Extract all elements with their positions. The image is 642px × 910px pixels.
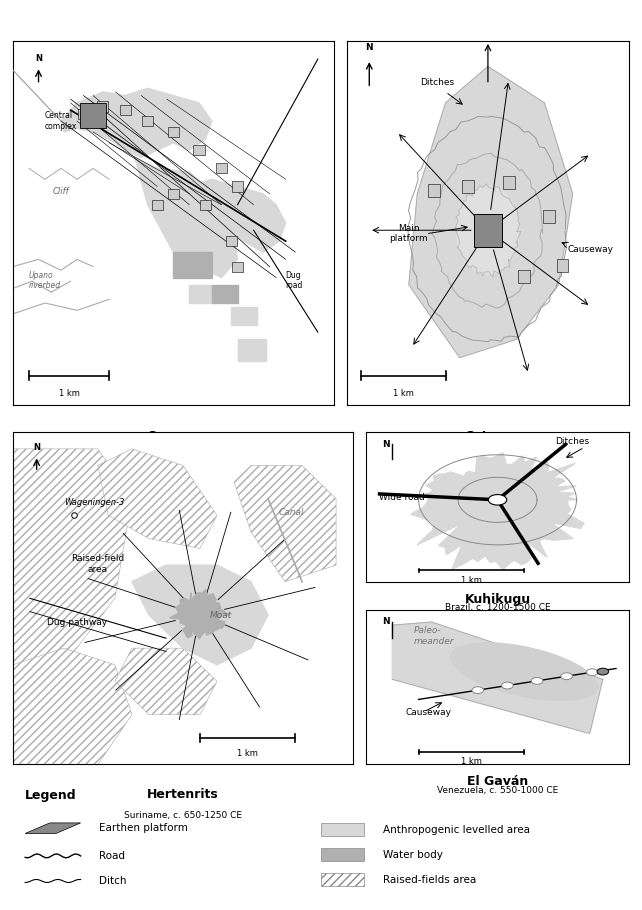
Text: 1 km: 1 km	[237, 750, 258, 758]
Text: El Gaván: El Gaván	[467, 775, 528, 788]
Text: Cliff: Cliff	[53, 187, 69, 196]
FancyBboxPatch shape	[321, 848, 364, 861]
Polygon shape	[135, 157, 238, 278]
Polygon shape	[132, 565, 268, 664]
Text: Ecuador, c. BCE 500-300/600 CE: Ecuador, c. BCE 500-300/600 CE	[100, 456, 247, 465]
Text: Wide road: Wide road	[379, 493, 425, 501]
Text: Moat: Moat	[210, 612, 232, 621]
FancyBboxPatch shape	[216, 163, 227, 174]
Polygon shape	[170, 590, 230, 639]
Text: Hertenrits: Hertenrits	[147, 788, 219, 801]
FancyBboxPatch shape	[193, 145, 205, 156]
Text: N: N	[382, 617, 389, 626]
Polygon shape	[189, 285, 212, 303]
Text: Road: Road	[99, 851, 125, 861]
Text: Ditches: Ditches	[555, 438, 589, 446]
Polygon shape	[392, 622, 603, 733]
Circle shape	[501, 682, 513, 689]
Text: Water body: Water body	[383, 850, 442, 860]
FancyBboxPatch shape	[168, 126, 179, 137]
Text: Dug pathway: Dug pathway	[47, 618, 107, 627]
Text: Legend: Legend	[25, 789, 77, 802]
Text: 1 km: 1 km	[461, 576, 482, 584]
Text: 1 km: 1 km	[461, 757, 482, 766]
Circle shape	[561, 672, 573, 680]
Polygon shape	[115, 648, 217, 714]
FancyBboxPatch shape	[232, 181, 243, 192]
FancyBboxPatch shape	[503, 177, 515, 189]
FancyBboxPatch shape	[428, 184, 440, 197]
Polygon shape	[61, 88, 212, 157]
Polygon shape	[411, 453, 584, 570]
FancyBboxPatch shape	[557, 258, 568, 272]
FancyBboxPatch shape	[78, 108, 89, 119]
Polygon shape	[409, 66, 573, 358]
Circle shape	[489, 494, 507, 505]
Text: Suriname, c. 650-1250 CE: Suriname, c. 650-1250 CE	[124, 811, 242, 820]
Polygon shape	[98, 449, 217, 549]
Text: Anthropogenic levelled area: Anthropogenic levelled area	[383, 824, 530, 834]
Text: Upano
riverbed: Upano riverbed	[29, 271, 61, 290]
Text: Dug
road: Dug road	[286, 271, 303, 290]
Text: Canal: Canal	[278, 509, 304, 517]
Text: N: N	[365, 43, 373, 52]
Text: Ditches: Ditches	[420, 77, 454, 86]
Polygon shape	[457, 187, 519, 274]
FancyBboxPatch shape	[544, 210, 555, 223]
Polygon shape	[25, 823, 81, 834]
Polygon shape	[212, 285, 238, 303]
Polygon shape	[238, 339, 266, 361]
Polygon shape	[13, 648, 132, 764]
Text: Central
complex: Central complex	[45, 111, 77, 131]
Polygon shape	[167, 179, 286, 252]
FancyBboxPatch shape	[474, 214, 502, 247]
Polygon shape	[13, 449, 132, 664]
Text: Brazil, c. 1200-1500 CE: Brazil, c. 1200-1500 CE	[445, 603, 550, 612]
FancyBboxPatch shape	[321, 823, 364, 836]
FancyBboxPatch shape	[97, 101, 108, 112]
Text: Earthen platform: Earthen platform	[99, 824, 188, 834]
FancyBboxPatch shape	[200, 199, 211, 210]
Text: Cotoca: Cotoca	[464, 430, 512, 443]
Text: N: N	[33, 443, 40, 452]
Polygon shape	[173, 252, 212, 278]
FancyBboxPatch shape	[80, 103, 106, 128]
FancyBboxPatch shape	[152, 199, 163, 210]
FancyBboxPatch shape	[225, 236, 237, 247]
Text: 1 km: 1 km	[58, 389, 80, 398]
Text: Venezuela, c. 550-1000 CE: Venezuela, c. 550-1000 CE	[437, 786, 558, 795]
Circle shape	[472, 687, 483, 693]
Text: Raised-field
area: Raised-field area	[71, 554, 125, 573]
Circle shape	[531, 677, 543, 684]
Text: Raised-fields area: Raised-fields area	[383, 875, 476, 885]
Polygon shape	[234, 466, 336, 581]
Text: Causeway: Causeway	[567, 245, 613, 254]
FancyBboxPatch shape	[518, 270, 530, 283]
Text: N: N	[382, 440, 389, 449]
Text: Bolivia, c. 500-1400 CE: Bolivia, c. 500-1400 CE	[435, 456, 541, 465]
Text: Wageningen-3: Wageningen-3	[64, 499, 125, 507]
Text: 1 km: 1 km	[393, 389, 413, 398]
FancyBboxPatch shape	[321, 873, 364, 886]
FancyBboxPatch shape	[119, 105, 131, 116]
FancyBboxPatch shape	[168, 188, 179, 199]
Circle shape	[587, 669, 598, 675]
Text: Sangay: Sangay	[148, 430, 199, 443]
FancyBboxPatch shape	[462, 179, 474, 193]
FancyBboxPatch shape	[232, 261, 243, 272]
Text: Main
platform: Main platform	[390, 224, 428, 243]
Polygon shape	[451, 642, 597, 701]
Text: N: N	[35, 54, 42, 63]
Polygon shape	[231, 307, 257, 325]
Text: Kuhikugu: Kuhikugu	[465, 593, 530, 606]
Text: Paleo-
meander: Paleo- meander	[413, 626, 454, 646]
FancyBboxPatch shape	[142, 116, 153, 126]
Circle shape	[597, 668, 609, 675]
Text: Ditch: Ditch	[99, 876, 126, 886]
Text: Causeway: Causeway	[406, 708, 451, 717]
